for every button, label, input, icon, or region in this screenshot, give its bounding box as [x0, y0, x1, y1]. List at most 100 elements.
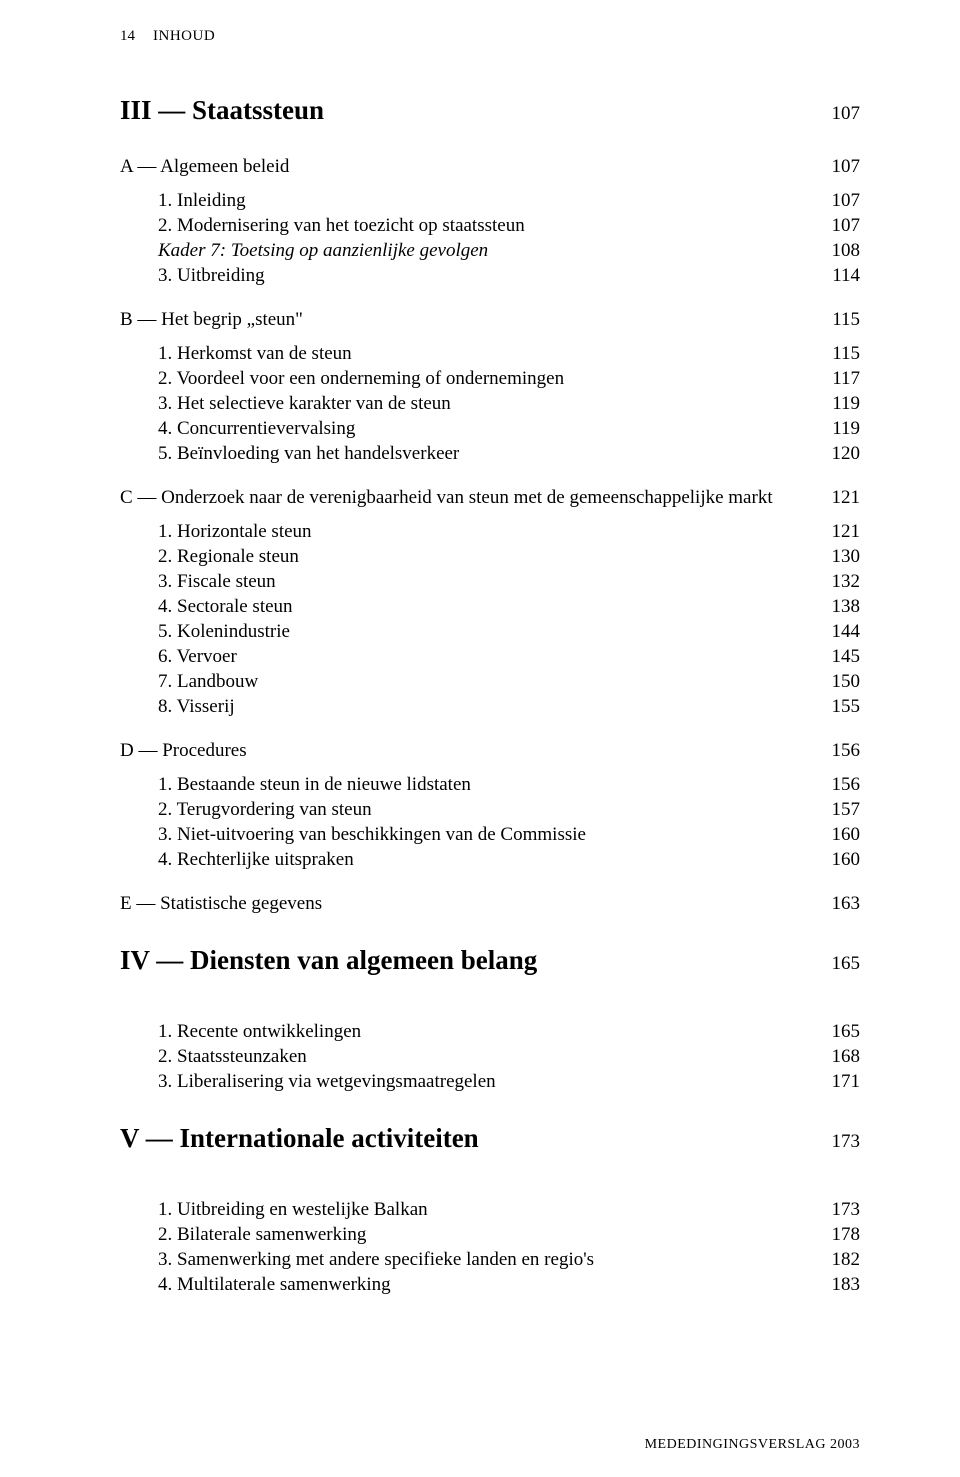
- toc-body: III — Staatssteun107A — Algemeen beleid1…: [120, 95, 860, 1296]
- toc-entry-label: 5. Kolenindustrie: [158, 621, 820, 643]
- toc-spacer: [120, 1184, 860, 1196]
- toc-entry-label: 3. Uitbreiding: [158, 265, 820, 287]
- toc-entry-label: 5. Beïnvloeding van het handelsverkeer: [158, 443, 820, 465]
- toc-entry-label: 4. Concurrentievervalsing: [158, 418, 820, 440]
- toc-entry-label: 1. Herkomst van de steun: [158, 343, 820, 365]
- toc-section-page: 156: [820, 740, 860, 762]
- toc-entry: Kader 7: Toetsing op aanzienlijke gevolg…: [158, 240, 860, 262]
- toc-entry-page: 173: [820, 1199, 860, 1221]
- toc-entry-page: 144: [820, 621, 860, 643]
- toc-entry-page: 155: [820, 696, 860, 718]
- toc-chapter-label: V — Internationale activiteiten: [120, 1123, 820, 1154]
- toc-entry: 7. Landbouw150: [158, 671, 860, 693]
- toc-entry: 3. Het selectieve karakter van de steun1…: [158, 393, 860, 415]
- toc-entry-page: 168: [820, 1046, 860, 1068]
- toc-section-page: 107: [820, 156, 860, 178]
- toc-entry: 3. Fiscale steun132: [158, 571, 860, 593]
- toc-chapter-label: III — Staatssteun: [120, 95, 820, 126]
- toc-entry-page: 119: [820, 393, 860, 415]
- toc-entry-label: 3. Fiscale steun: [158, 571, 820, 593]
- toc-entry: 1. Bestaande steun in de nieuwe lidstate…: [158, 774, 860, 796]
- header-running-title: INHOUD: [153, 28, 215, 45]
- toc-entry-page: 130: [820, 546, 860, 568]
- toc-entry: 4. Concurrentievervalsing119: [158, 418, 860, 440]
- toc-entry-page: 156: [820, 774, 860, 796]
- toc-entry: 5. Kolenindustrie144: [158, 621, 860, 643]
- toc-entry-label: 2. Voordeel voor een onderneming of onde…: [158, 368, 820, 390]
- toc-entry: 1. Inleiding107: [158, 190, 860, 212]
- toc-section: E — Statistische gegevens163: [120, 893, 860, 915]
- toc-entry-page: 160: [820, 849, 860, 871]
- toc-entry-page: 150: [820, 671, 860, 693]
- toc-entry: 2. Bilaterale samenwerking178: [158, 1224, 860, 1246]
- toc-entry-page: 132: [820, 571, 860, 593]
- toc-chapter: V — Internationale activiteiten173: [120, 1123, 860, 1154]
- toc-entry-page: 120: [820, 443, 860, 465]
- toc-entry: 3. Uitbreiding114: [158, 265, 860, 287]
- toc-entry-label: 1. Bestaande steun in de nieuwe lidstate…: [158, 774, 820, 796]
- toc-entry-page: 114: [820, 265, 860, 287]
- toc-entry-page: 145: [820, 646, 860, 668]
- toc-entry-label: 2. Bilaterale samenwerking: [158, 1224, 820, 1246]
- toc-section: A — Algemeen beleid107: [120, 156, 860, 178]
- toc-entry-page: 183: [820, 1274, 860, 1296]
- toc-entry-label: 3. Samenwerking met andere specifieke la…: [158, 1249, 820, 1271]
- toc-entry: 2. Staatssteunzaken168: [158, 1046, 860, 1068]
- toc-entry: 2. Regionale steun130: [158, 546, 860, 568]
- toc-entry-label: 1. Recente ontwikkelingen: [158, 1021, 820, 1043]
- toc-entry-page: 171: [820, 1071, 860, 1093]
- toc-entry: 4. Multilaterale samenwerking183: [158, 1274, 860, 1296]
- toc-section-label: C — Onderzoek naar de verenigbaarheid va…: [120, 487, 820, 509]
- toc-entry-page: 138: [820, 596, 860, 618]
- toc-entry-page: 107: [820, 215, 860, 237]
- toc-section: D — Procedures156: [120, 740, 860, 762]
- toc-entry-page: 119: [820, 418, 860, 440]
- toc-entry-label: 8. Visserij: [158, 696, 820, 718]
- header-page-number: 14: [120, 28, 135, 45]
- toc-entry: 6. Vervoer145: [158, 646, 860, 668]
- toc-entry-page: 157: [820, 799, 860, 821]
- toc-spacer: [120, 1006, 860, 1018]
- toc-entry: 1. Uitbreiding en westelijke Balkan173: [158, 1199, 860, 1221]
- toc-chapter-label: IV — Diensten van algemeen belang: [120, 945, 820, 976]
- toc-entry-label: 1. Uitbreiding en westelijke Balkan: [158, 1199, 820, 1221]
- toc-entry: 3. Liberalisering via wetgevingsmaatrege…: [158, 1071, 860, 1093]
- toc-section-page: 115: [820, 309, 860, 331]
- toc-entry: 2. Terugvordering van steun157: [158, 799, 860, 821]
- toc-entry-label: 2. Staatssteunzaken: [158, 1046, 820, 1068]
- toc-entry: 2. Modernisering van het toezicht op sta…: [158, 215, 860, 237]
- page-footer: MEDEDINGINGSVERSLAG 2003: [645, 1437, 860, 1453]
- toc-entry-label: 1. Horizontale steun: [158, 521, 820, 543]
- toc-entry-page: 121: [820, 521, 860, 543]
- toc-entry: 4. Sectorale steun138: [158, 596, 860, 618]
- toc-entry-label: 1. Inleiding: [158, 190, 820, 212]
- toc-entry-page: 117: [820, 368, 860, 390]
- page-container: 14 INHOUD III — Staatssteun107A — Algeme…: [0, 0, 960, 1477]
- toc-entry: 5. Beïnvloeding van het handelsverkeer12…: [158, 443, 860, 465]
- toc-entry: 3. Niet-uitvoering van beschikkingen van…: [158, 824, 860, 846]
- toc-section: C — Onderzoek naar de verenigbaarheid va…: [120, 487, 860, 509]
- toc-entry-label: 7. Landbouw: [158, 671, 820, 693]
- toc-entry-label: 4. Multilaterale samenwerking: [158, 1274, 820, 1296]
- toc-section-label: B — Het begrip „steun": [120, 309, 820, 331]
- toc-entry-label: 3. Niet-uitvoering van beschikkingen van…: [158, 824, 820, 846]
- toc-entry-page: 107: [820, 190, 860, 212]
- toc-entry-label: 6. Vervoer: [158, 646, 820, 668]
- toc-entry-label: 3. Het selectieve karakter van de steun: [158, 393, 820, 415]
- toc-entry-label: 2. Regionale steun: [158, 546, 820, 568]
- toc-entry: 8. Visserij155: [158, 696, 860, 718]
- toc-entry: 1. Horizontale steun121: [158, 521, 860, 543]
- toc-chapter: IV — Diensten van algemeen belang165: [120, 945, 860, 976]
- toc-entry-page: 165: [820, 1021, 860, 1043]
- toc-entry-page: 115: [820, 343, 860, 365]
- toc-section-page: 163: [820, 893, 860, 915]
- toc-section-label: D — Procedures: [120, 740, 820, 762]
- toc-entry: 2. Voordeel voor een onderneming of onde…: [158, 368, 860, 390]
- toc-chapter-page: 165: [820, 953, 860, 975]
- toc-section-label: A — Algemeen beleid: [120, 156, 820, 178]
- toc-entry: 1. Herkomst van de steun115: [158, 343, 860, 365]
- toc-entry: 3. Samenwerking met andere specifieke la…: [158, 1249, 860, 1271]
- toc-entry-label: 2. Modernisering van het toezicht op sta…: [158, 215, 820, 237]
- toc-entry: 4. Rechterlijke uitspraken160: [158, 849, 860, 871]
- toc-entry-label: 2. Terugvordering van steun: [158, 799, 820, 821]
